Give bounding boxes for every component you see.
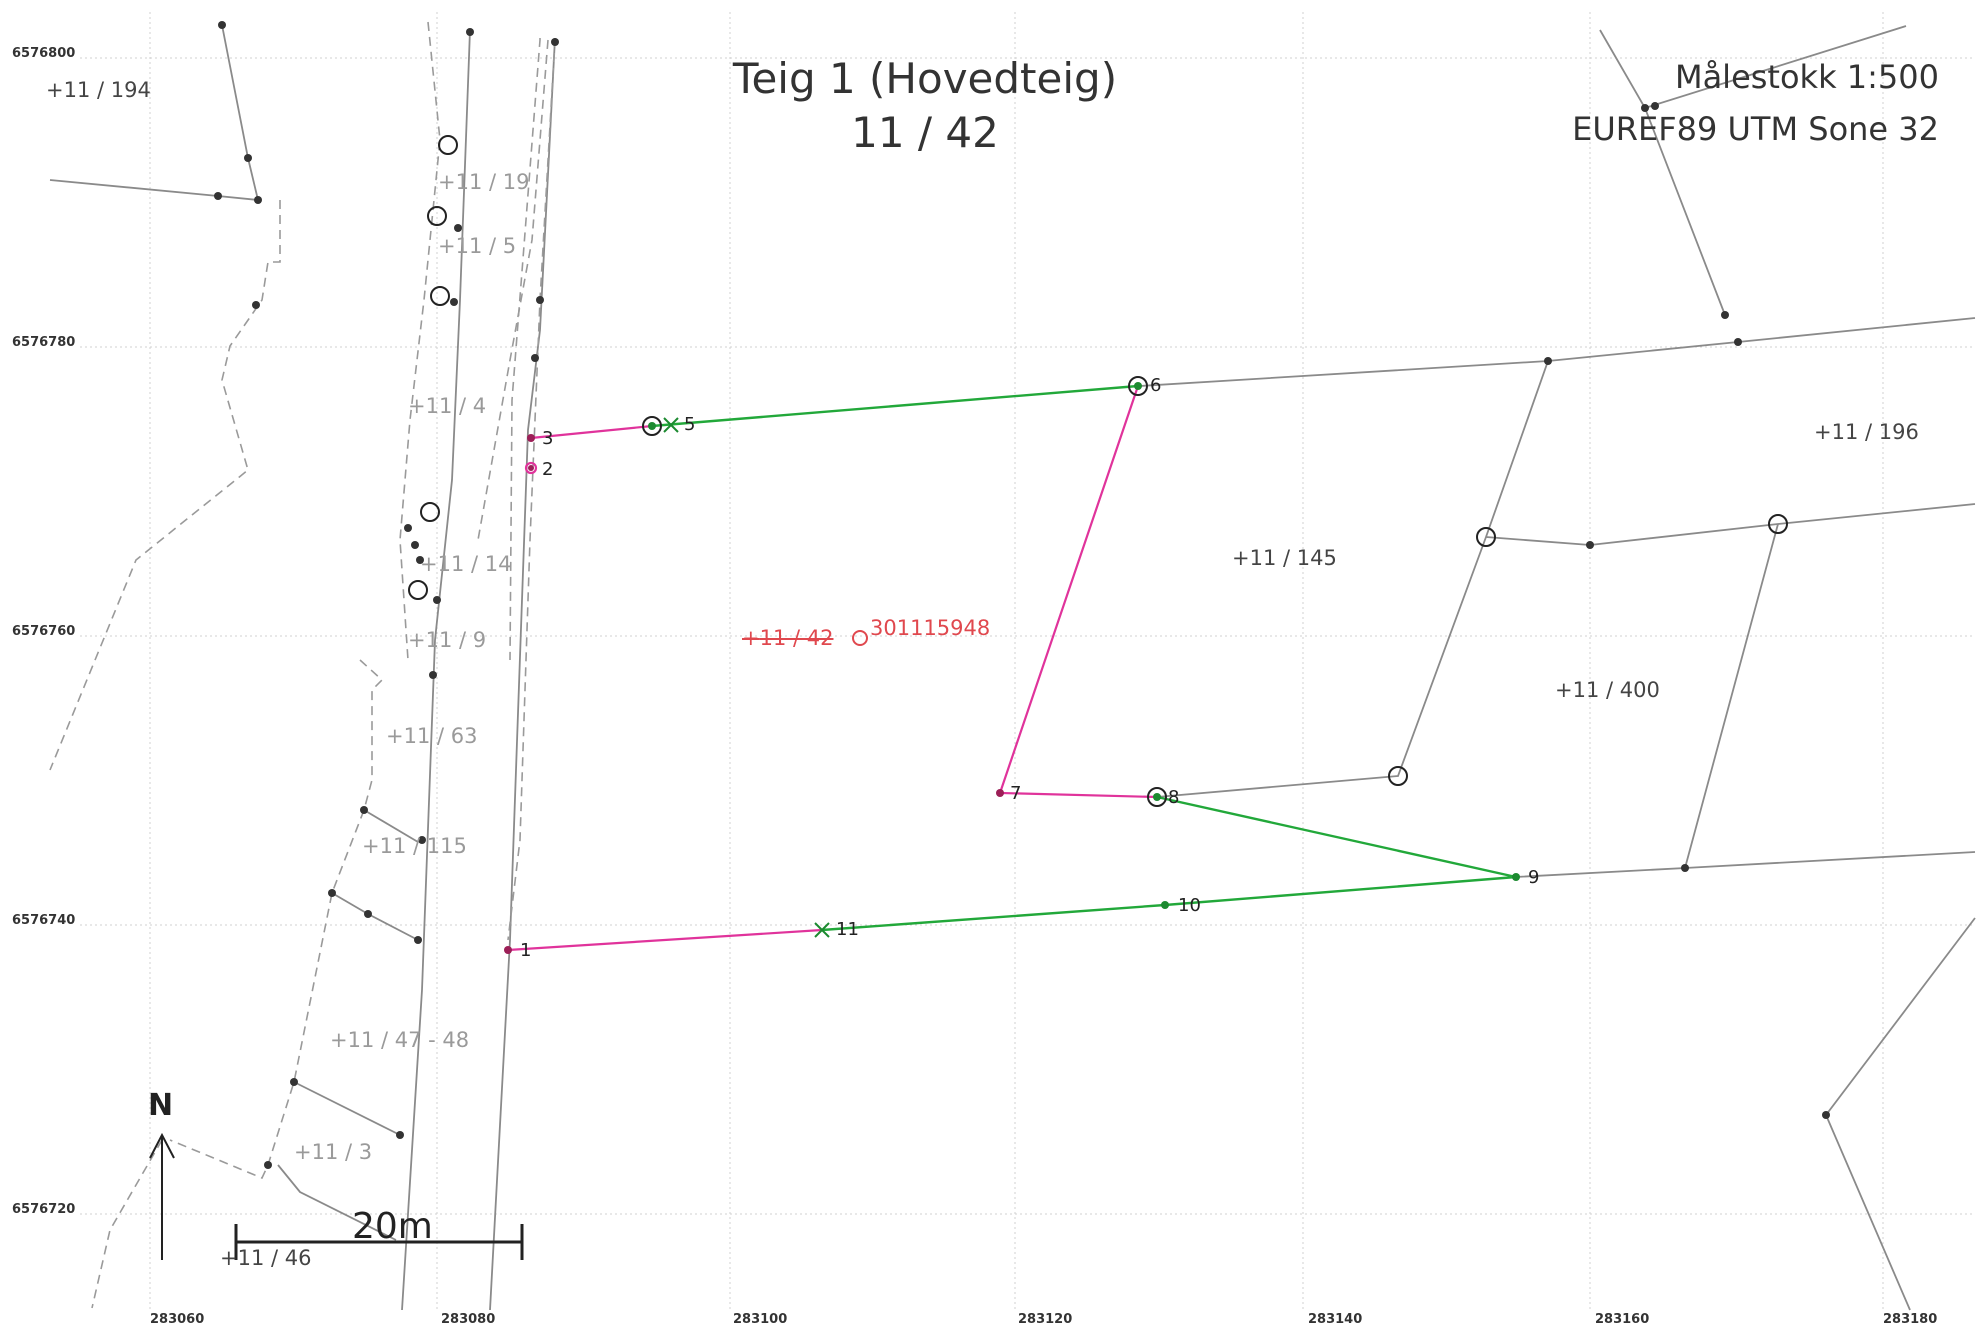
north-label: N <box>148 1088 174 1123</box>
point-label: 7 <box>1010 783 1022 804</box>
point-label: 11 <box>836 919 859 940</box>
x-tick: 283100 <box>733 1312 788 1327</box>
scale-bar <box>234 1224 524 1260</box>
parcel-label: +11 / 47 - 48 <box>330 1028 470 1052</box>
point-label: 6 <box>1150 375 1162 396</box>
parcel-label: +11 / 400 <box>1555 678 1660 702</box>
neighbor-dashed-boundaries <box>49 21 556 1309</box>
parcel-label: +11 / 115 <box>362 834 467 858</box>
parcel-label: +11 / 4 <box>408 394 487 418</box>
parcel-label: +11 / 5 <box>438 234 517 258</box>
north-arrow <box>149 1132 175 1260</box>
x-tick: 283120 <box>1018 1312 1073 1327</box>
boundary-measured <box>651 384 1517 932</box>
neighbor-boundaries <box>49 24 1976 1311</box>
parcel-label: +11 / 46 <box>220 1246 312 1270</box>
parcel-label: +11 / 19 <box>438 170 530 194</box>
survey-points <box>214 21 1830 1169</box>
grid <box>80 12 1975 1310</box>
x-tick: 283060 <box>150 1312 205 1327</box>
y-tick: 6576800 <box>12 46 76 61</box>
x-tick: 283180 <box>1883 1312 1938 1327</box>
y-tick: 6576780 <box>12 335 76 350</box>
map-scale: Målestokk 1:500 <box>1674 58 1939 96</box>
y-tick: 6576760 <box>12 624 76 639</box>
point-label: 5 <box>684 414 696 435</box>
monument-markers <box>408 135 1788 807</box>
parcel-label: +11 / 145 <box>1232 546 1337 570</box>
parcel-label: +11 / 9 <box>408 628 487 652</box>
point-label: 10 <box>1178 895 1201 916</box>
map-parcel-number: 11 / 42 <box>851 108 999 157</box>
x-tick: 283080 <box>441 1312 496 1327</box>
map-title: Teig 1 (Hovedteig) <box>732 54 1118 103</box>
parcel-label: +11 / 3 <box>294 1140 373 1164</box>
y-tick: 6576720 <box>12 1202 76 1217</box>
point-label: 8 <box>1168 787 1180 808</box>
point-label: 2 <box>542 459 554 480</box>
point-label: 9 <box>1528 867 1540 888</box>
y-tick: 6576740 <box>12 913 76 928</box>
map-crs: EUREF89 UTM Sone 32 <box>1572 110 1939 148</box>
point-label: 1 <box>520 940 532 961</box>
parcel-label: +11 / 194 <box>46 78 151 102</box>
x-tick: 283140 <box>1308 1312 1363 1327</box>
parcel-label: +11 / 14 <box>420 552 512 576</box>
point-label: 3 <box>542 428 554 449</box>
scale-bar-label: 20m <box>352 1206 433 1247</box>
parcel-label: +11 / 63 <box>386 724 478 748</box>
parcel-label: +11 / 196 <box>1814 420 1919 444</box>
centroid-marker <box>852 630 868 646</box>
matrikkel-id: 301115948 <box>870 616 991 640</box>
main-parcel-label: +11 / 42 <box>742 626 834 650</box>
x-tick: 283160 <box>1595 1312 1650 1327</box>
boundary-unmeasured <box>507 385 1158 952</box>
boundary-point-dots <box>504 382 1520 954</box>
